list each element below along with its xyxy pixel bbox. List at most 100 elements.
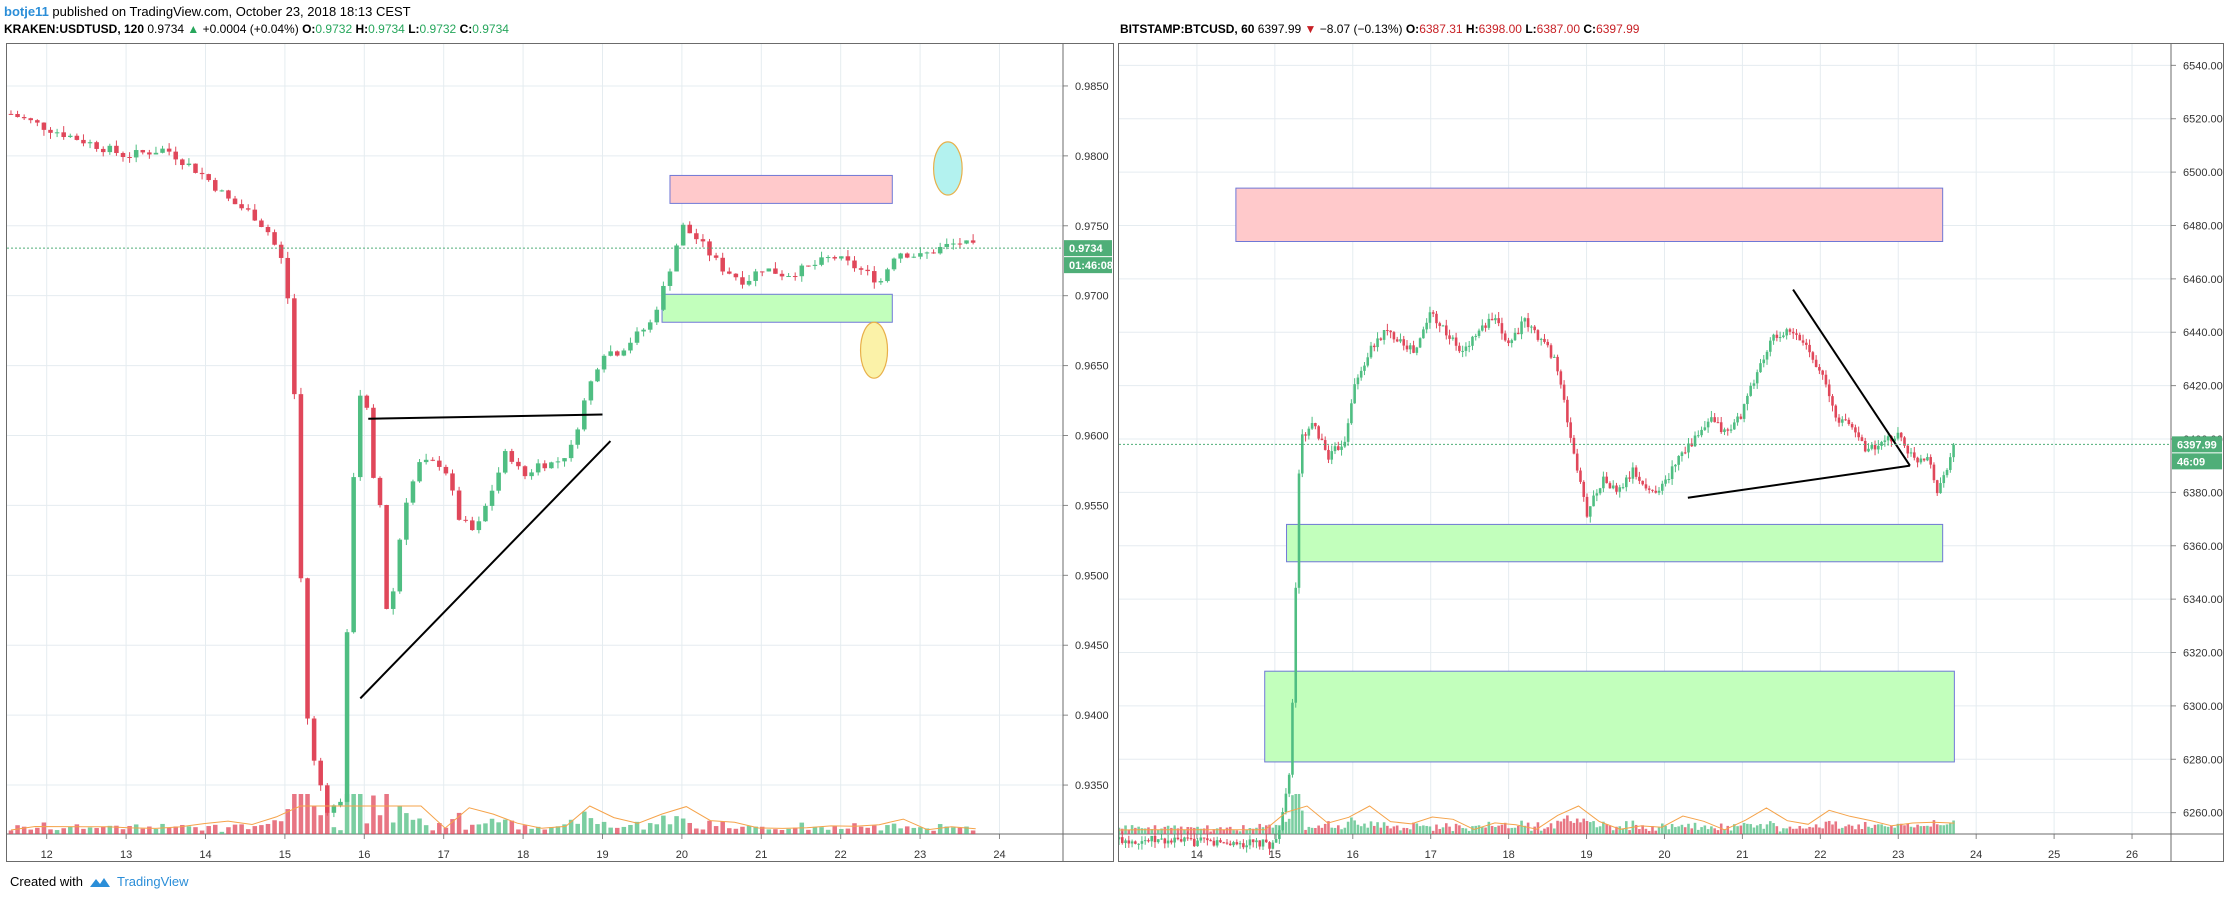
- volume-bar: [292, 794, 297, 834]
- candle-body: [1261, 839, 1265, 847]
- candle-body: [904, 253, 910, 258]
- current-price-label: 6397.99: [2177, 439, 2217, 451]
- volume-bar: [753, 826, 758, 834]
- candle-body: [1386, 330, 1389, 332]
- volume-bar: [944, 826, 950, 834]
- volume-bar: [819, 827, 824, 834]
- candle-body: [410, 481, 416, 503]
- volume-bar: [1929, 826, 1932, 834]
- volume-bar: [1435, 824, 1438, 834]
- volume-bar: [1546, 827, 1550, 834]
- volume-bar: [450, 819, 455, 834]
- volume-bar: [1523, 825, 1527, 834]
- volume-bar: [1926, 825, 1929, 834]
- volume-bar: [1490, 825, 1494, 834]
- candle-body: [799, 265, 805, 277]
- volume-bar: [318, 815, 323, 834]
- candle-body: [1644, 484, 1648, 489]
- candle-body: [786, 276, 791, 278]
- volume-bar: [1759, 823, 1762, 834]
- candle-body: [1464, 346, 1468, 351]
- candle-body: [1153, 835, 1157, 843]
- volume-bar: [1867, 826, 1870, 834]
- candle-body: [1952, 444, 1955, 458]
- countdown-label: 46:09: [2177, 456, 2205, 468]
- candle-body: [931, 252, 936, 254]
- candle-body: [891, 258, 897, 270]
- volume-bar: [582, 811, 587, 834]
- candle-body: [1215, 840, 1219, 846]
- candle-body: [1428, 312, 1432, 323]
- candle-body: [61, 132, 66, 138]
- volume-bar: [1651, 826, 1654, 834]
- candle-body: [252, 209, 258, 221]
- candle-body: [1471, 336, 1474, 346]
- candle-body: [1945, 469, 1949, 476]
- candle-body: [1566, 399, 1569, 423]
- candle-body: [180, 159, 185, 166]
- candle-body: [1137, 843, 1140, 845]
- candle-body: [773, 268, 778, 274]
- volume-bar: [568, 819, 574, 834]
- candle-body: [437, 460, 442, 467]
- volume-bar: [1454, 823, 1458, 834]
- volume-bar: [74, 824, 80, 834]
- candle-body: [1572, 437, 1576, 454]
- volume-bar: [397, 805, 403, 834]
- right-chart[interactable]: 6540.00 6520.00 6500.00 6480.00 6460.00 6440.…: [1117, 44, 2223, 861]
- right-chart-panel[interactable]: 6540.00 6520.00 6500.00 6480.00 6460.00 6440.…: [1117, 43, 2224, 862]
- volume-bar: [1530, 830, 1533, 834]
- right-symbol[interactable]: BITSTAMP:BTCUSD, 60: [1120, 22, 1255, 36]
- candle-body: [1199, 837, 1203, 841]
- tradingview-link[interactable]: TradingView: [116, 874, 189, 889]
- candle-body: [667, 271, 673, 286]
- volume-bar: [786, 828, 791, 834]
- x-tick-label: 20: [1658, 849, 1670, 861]
- volume-bar: [338, 830, 343, 834]
- candle-body: [779, 273, 785, 277]
- candle-body: [1202, 837, 1206, 839]
- volume-bar: [1376, 822, 1379, 834]
- candle-body: [1461, 350, 1464, 352]
- author-link[interactable]: botje11: [4, 4, 49, 19]
- volume-bar: [924, 828, 930, 834]
- candle-body: [48, 129, 53, 133]
- volume-bar: [331, 827, 337, 834]
- candle-body: [404, 502, 409, 540]
- candle-body: [937, 246, 943, 254]
- candle-body: [186, 163, 192, 166]
- candle-body: [944, 243, 950, 247]
- volume-bar: [1418, 826, 1422, 834]
- y-tick-label: 6420.00: [2183, 381, 2223, 393]
- candle-body: [1906, 445, 1910, 454]
- left-chart[interactable]: 0.9850 0.9800 0.9750 0.9700 0.9650 0.9600 0.95…: [7, 44, 1113, 861]
- candle-body: [694, 233, 699, 240]
- volume-bar: [641, 829, 646, 834]
- candle-body: [483, 505, 488, 522]
- volume-bar: [1847, 824, 1851, 834]
- left-chart-panel[interactable]: 0.9850 0.9800 0.9750 0.9700 0.9650 0.9600 0.95…: [6, 43, 1114, 862]
- candle-body: [1376, 338, 1379, 348]
- candle-body: [1723, 429, 1726, 433]
- volume-bar: [1533, 826, 1536, 834]
- volume-bar: [1893, 827, 1896, 834]
- left-symbol[interactable]: KRAKEN:USDTUSD, 120: [4, 22, 145, 36]
- volume-bar: [601, 821, 607, 834]
- candle-body: [1863, 440, 1867, 452]
- volume-bar: [384, 794, 389, 834]
- volume-bar: [964, 826, 969, 834]
- support-zone: [1286, 523, 1944, 563]
- candle-body: [1870, 445, 1874, 449]
- candle-body: [1654, 490, 1658, 493]
- candle-body: [957, 243, 963, 245]
- candle-body: [1647, 488, 1651, 490]
- candle-body: [1553, 356, 1556, 358]
- volume-bar: [1356, 824, 1360, 834]
- volume-bar: [1294, 794, 1298, 834]
- candle-body: [1834, 405, 1838, 418]
- volume-bar: [1287, 818, 1291, 834]
- candle-body: [1379, 338, 1383, 340]
- candle-body: [364, 395, 370, 408]
- candle-body: [1526, 318, 1530, 328]
- candle-body: [1173, 837, 1176, 843]
